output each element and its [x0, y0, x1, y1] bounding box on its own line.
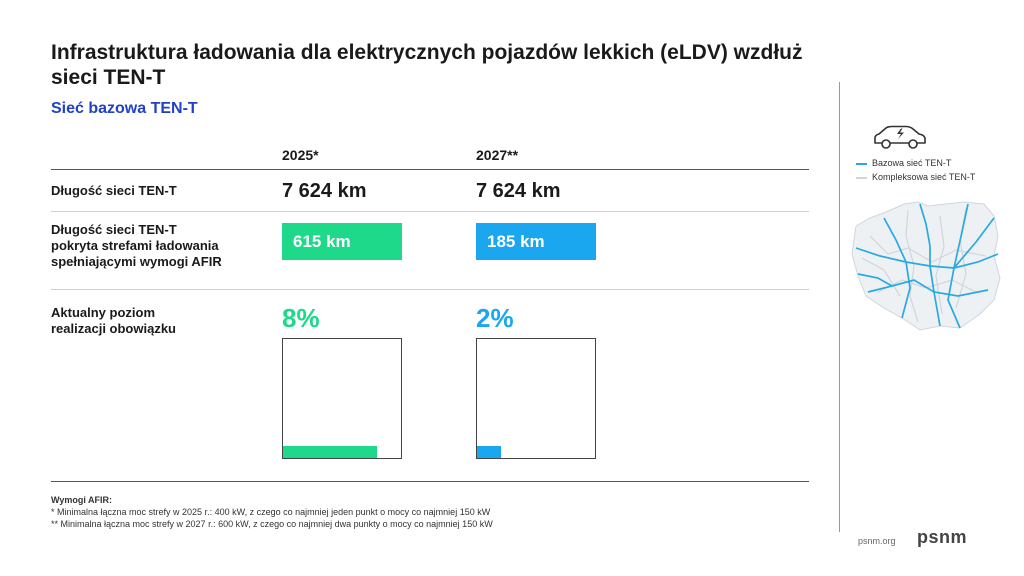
footnote-line: ** Minimalna łączna moc strefy w 2027 r.…	[51, 519, 493, 529]
row-divider	[51, 211, 809, 212]
row-label-network-length: Długość sieci TEN-T	[51, 183, 177, 198]
header-divider	[51, 169, 809, 170]
legend-label-core: Bazowa sieć TEN-T	[872, 158, 952, 168]
row-label-realization-level: Aktualny poziom realizacji obowiązku	[51, 305, 176, 337]
panel-divider	[839, 82, 840, 532]
row-label-line: Długość sieci TEN-T	[51, 222, 177, 237]
legend-label-comprehensive: Kompleksowa sieć TEN-T	[872, 172, 976, 182]
row-label-line: Aktualny poziom	[51, 305, 156, 320]
electric-car-icon	[874, 125, 926, 149]
covered-value-2025: 615 km	[293, 232, 351, 251]
page-title: Infrastruktura ładowania dla elektryczny…	[51, 41, 803, 89]
row-label-line: realizacji obowiązku	[51, 321, 176, 336]
core-network	[855, 203, 999, 329]
realization-percent-2025: 8%	[282, 303, 320, 333]
network-length-2025: 7 624 km	[282, 180, 367, 202]
row-label-line: spełniającymi wymogi AFIR	[51, 254, 222, 269]
legend-item-core: Bazowa sieć TEN-T	[856, 158, 951, 168]
row-label-covered-length: Długość sieci TEN-T pokryta strefami ład…	[51, 222, 222, 270]
realization-percent-2027: 2%	[476, 303, 514, 333]
column-header-2025: 2025*	[282, 147, 319, 163]
realization-box-2025	[282, 338, 402, 459]
legend-swatch-comprehensive	[856, 176, 867, 179]
footnotes-heading: Wymogi AFIR:	[51, 495, 112, 505]
realization-fill-2025	[283, 446, 377, 458]
psnm-logo: psnm	[917, 527, 968, 547]
footer-site: psnm.org	[858, 536, 896, 546]
covered-bar-2025: 615 km	[282, 223, 402, 260]
column-header-2027: 2027**	[476, 147, 519, 163]
realization-box-2027	[476, 338, 596, 459]
poland-map	[851, 201, 1001, 331]
covered-value-2027: 185 km	[487, 232, 545, 251]
row-label-line: pokryta strefami ładowania	[51, 238, 219, 253]
realization-fill-2027	[477, 446, 501, 458]
footnotes: Wymogi AFIR: * Minimalna łączna moc stre…	[51, 494, 493, 530]
legend-item-comprehensive: Kompleksowa sieć TEN-T	[856, 172, 975, 182]
table-bottom-divider	[51, 481, 809, 482]
network-length-2027: 7 624 km	[476, 180, 561, 202]
footnote-line: * Minimalna łączna moc strefy w 2025 r.:…	[51, 507, 491, 517]
covered-bar-2027: 185 km	[476, 223, 596, 260]
legend-swatch-core	[856, 162, 867, 165]
row-divider	[51, 289, 809, 290]
page-subtitle: Sieć bazowa TEN-T	[51, 100, 198, 117]
